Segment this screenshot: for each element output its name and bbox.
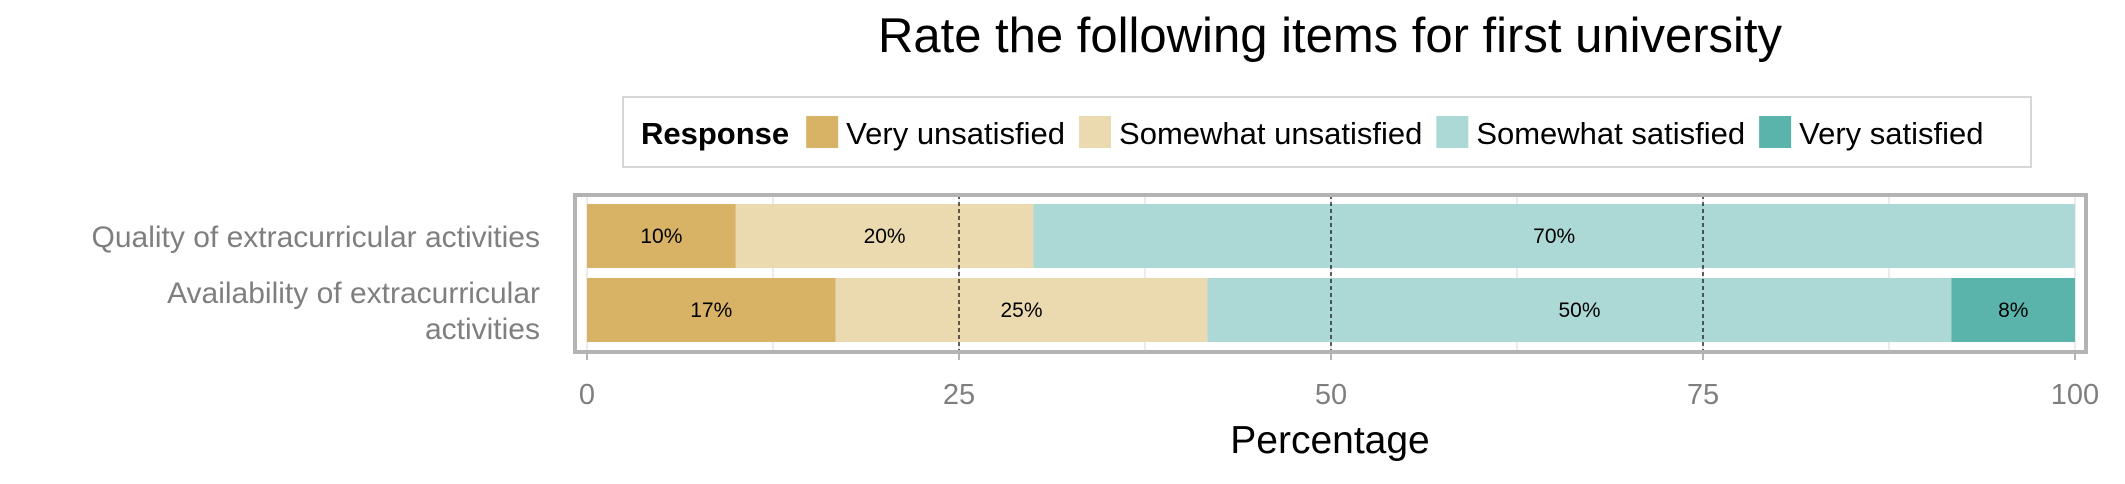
category-label: activities — [425, 313, 540, 346]
category-label: Quality of extracurricular activities — [92, 221, 540, 254]
category-label: Availability of extracurricular — [167, 277, 540, 310]
bar-data-label: 8% — [1998, 299, 2028, 322]
legend-label: Somewhat satisfied — [1476, 116, 1745, 151]
x-tick-label: 75 — [1687, 379, 1719, 411]
bar-data-label: 20% — [864, 225, 906, 248]
x-tick-label: 0 — [579, 379, 595, 411]
legend-label: Very unsatisfied — [846, 116, 1065, 151]
chart-title: Rate the following items for first unive… — [878, 9, 1783, 63]
x-tick-label: 25 — [943, 379, 975, 411]
bar-data-label: 25% — [1000, 299, 1042, 322]
category-labels: Quality of extracurricular activities Ava… — [92, 221, 540, 346]
legend: Response Very unsatisfied Somewhat unsati… — [622, 96, 2032, 168]
x-axis-ticks: 0 25 50 75 100 — [579, 352, 2099, 411]
legend-key-very-unsatisfied — [806, 116, 839, 148]
legend-key-somewhat-unsatisfied — [1079, 116, 1112, 148]
legend-key-very-satisfied — [1759, 116, 1792, 148]
legend-label: Very satisfied — [1799, 116, 1983, 151]
legend-key-somewhat-satisfied — [1436, 116, 1469, 148]
bar-data-label: 10% — [640, 225, 682, 248]
bar-segment-very-satisfied — [1951, 278, 2075, 342]
bar-data-label: 17% — [690, 299, 732, 322]
bar-labels: 10% 20% 70% 17% 25% 50% 8% — [640, 225, 2028, 322]
bar-segment-somewhat-unsatisfied — [835, 278, 1208, 342]
reference-lines — [958, 195, 1704, 352]
x-tick-label: 50 — [1315, 379, 1347, 411]
bars — [587, 204, 2075, 342]
x-axis-title: Percentage — [1230, 419, 1429, 462]
legend-title: Response — [641, 116, 789, 151]
plot-area: 10% 20% 70% 17% 25% 50% 8% — [573, 193, 2088, 354]
bar-segment-somewhat-unsatisfied — [735, 204, 1034, 268]
bar-segment-somewhat-satisfied — [1033, 204, 2075, 268]
x-tick-label: 100 — [2051, 379, 2099, 411]
legend-label: Somewhat unsatisfied — [1119, 116, 1422, 151]
bar-segment-very-unsatisfied — [587, 278, 836, 342]
bar-data-label: 50% — [1558, 299, 1600, 322]
bar-segment-very-unsatisfied — [587, 204, 736, 268]
bar-data-label: 70% — [1533, 225, 1575, 248]
legend-box — [622, 96, 2032, 168]
